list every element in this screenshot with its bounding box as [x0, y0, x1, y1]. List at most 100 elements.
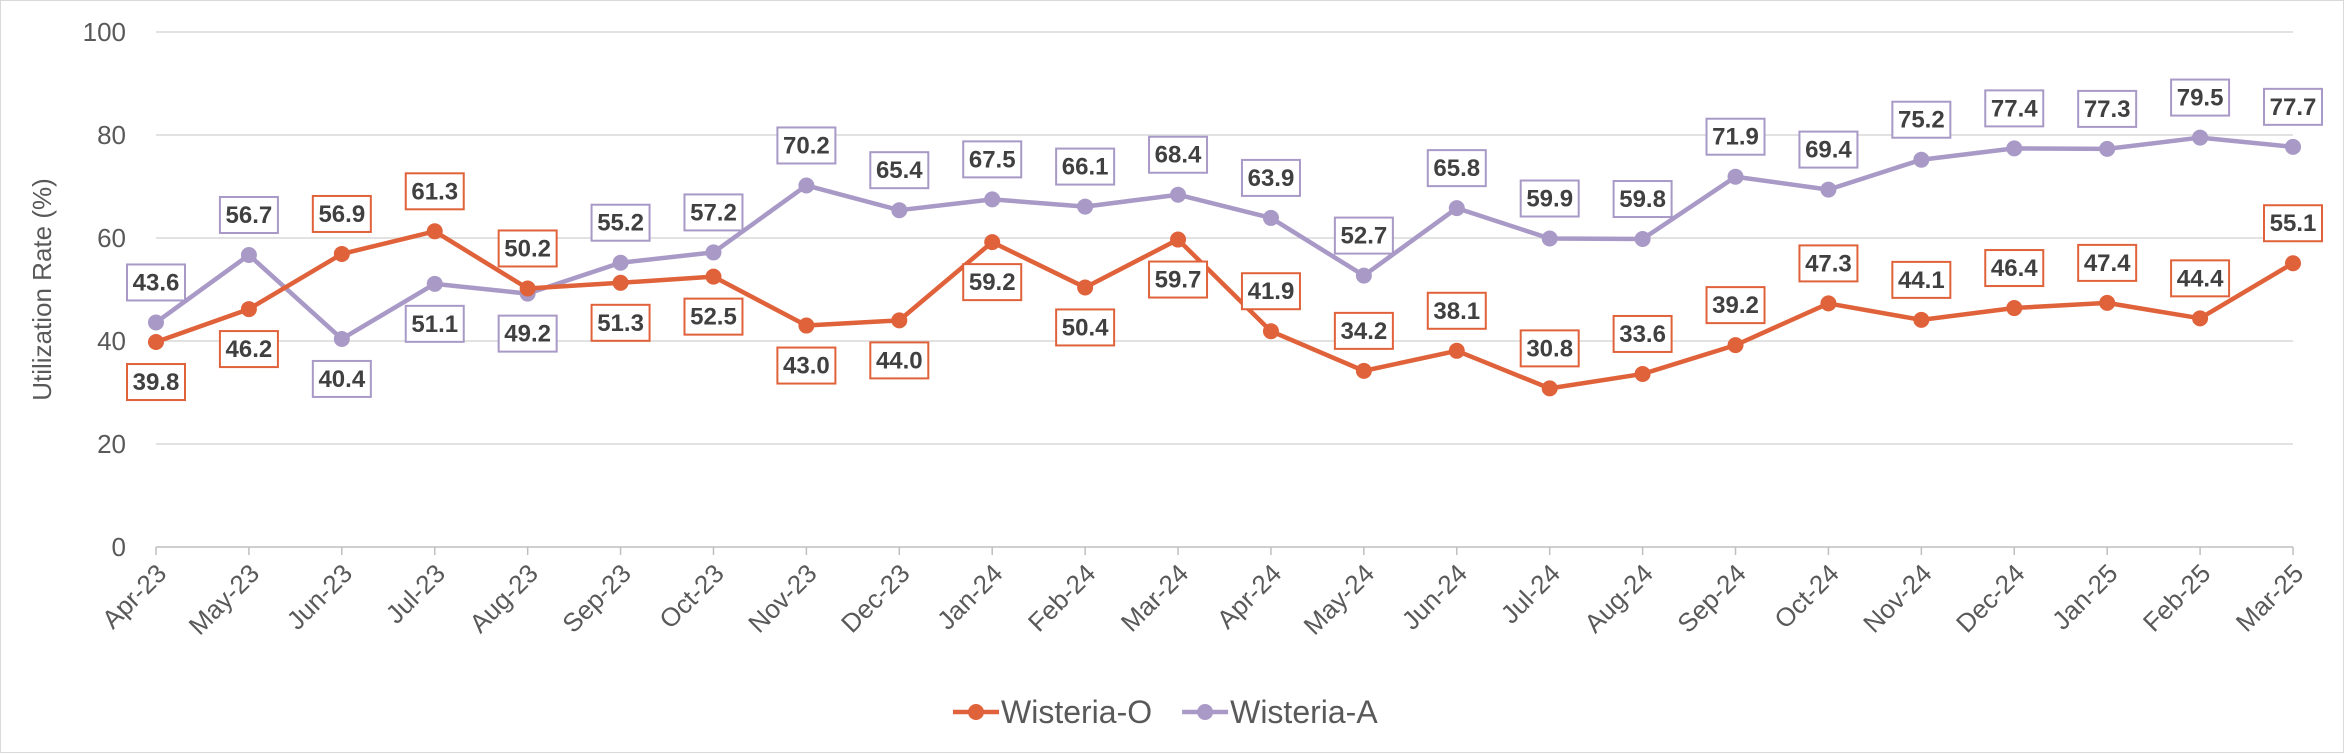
data-label-box [1333, 216, 1394, 255]
data-point [891, 312, 908, 329]
data-label: 77.3 [2077, 89, 2138, 128]
data-label: 41.9 [1240, 272, 1301, 311]
data-label: 56.9 [311, 194, 372, 233]
data-label-text: 50.2 [504, 235, 551, 262]
data-point [1077, 279, 1094, 296]
data-point [612, 254, 629, 271]
data-label: 59.9 [1519, 179, 1580, 218]
data-label: 33.6 [1612, 314, 1673, 353]
data-label: 55.2 [590, 203, 651, 242]
data-point [1727, 168, 1744, 185]
legend-marker [1197, 704, 1214, 720]
data-point [426, 223, 443, 240]
data-label-box [1426, 291, 1487, 330]
data-label: 39.2 [1705, 286, 1766, 325]
y-tick-label: 40 [97, 326, 126, 356]
data-label-box [311, 359, 372, 398]
data-label-box [497, 229, 558, 268]
data-label: 52.7 [1333, 216, 1394, 255]
data-label-text: 68.4 [1155, 142, 1202, 169]
y-axis-title: Utilization Rate (%) [27, 178, 57, 401]
data-point [2285, 138, 2301, 155]
data-label-text: 50.4 [1062, 314, 1109, 341]
data-label: 65.8 [1426, 149, 1487, 188]
data-label: 59.7 [1148, 260, 1209, 299]
data-label-box [962, 140, 1023, 179]
data-label: 44.1 [1891, 260, 1952, 299]
data-label-box [1426, 149, 1487, 188]
data-label-box [1612, 180, 1673, 219]
data-label-box [1705, 286, 1766, 325]
legend: Wisteria-O Wisteria-A [953, 694, 1378, 730]
data-point [984, 234, 1001, 251]
data-point [240, 246, 257, 263]
data-label: 67.5 [962, 140, 1023, 179]
data-label: 57.2 [683, 193, 744, 232]
x-tick-label: Apr-23 [96, 558, 172, 634]
x-tick-label: Nov-23 [742, 558, 822, 638]
data-label-box [1705, 117, 1766, 156]
data-label: 51.1 [404, 304, 465, 343]
data-label: 55.1 [2263, 204, 2323, 243]
data-label-text: 65.4 [876, 157, 923, 184]
data-label-box [590, 303, 651, 342]
data-label-box [1240, 272, 1301, 311]
data-label-box [1612, 314, 1673, 353]
data-point [1541, 230, 1558, 247]
data-label: 40.4 [311, 359, 372, 398]
x-tick-label: Nov-24 [1857, 558, 1937, 638]
data-label-box [311, 194, 372, 233]
data-point [2099, 140, 2116, 157]
data-label: 34.2 [1333, 311, 1394, 350]
data-label-text: 51.1 [411, 311, 458, 338]
data-label: 52.5 [683, 297, 744, 336]
data-label-box [1148, 135, 1209, 174]
data-point [984, 191, 1001, 208]
legend-item: Wisteria-A [1182, 694, 1378, 730]
data-label-text: 44.1 [1898, 267, 1945, 294]
data-point [1634, 365, 1651, 382]
data-point [1913, 151, 1930, 168]
data-point [1355, 267, 1372, 284]
data-point [519, 280, 536, 297]
data-label-box [2263, 204, 2323, 243]
data-label-text: 77.7 [2270, 94, 2317, 121]
x-tick-label: Jun-24 [1396, 558, 1473, 635]
data-label-box [962, 263, 1023, 302]
data-label-text: 41.9 [1248, 278, 1295, 305]
data-label-box [683, 297, 744, 336]
x-axis: Apr-23 May-23 Jun-23 Jul-23 Aug-23 Sep-23 Oct-… [96, 547, 2309, 641]
data-label-text: 52.7 [1341, 223, 1388, 250]
data-label-text: 70.2 [783, 132, 830, 159]
data-label-box [126, 263, 186, 302]
data-point [798, 317, 815, 334]
data-label-box [1891, 100, 1952, 139]
data-label: 47.4 [2077, 243, 2138, 282]
data-label: 71.9 [1705, 117, 1766, 156]
x-tick-label: Mar-24 [1115, 558, 1194, 637]
data-label-text: 52.5 [690, 304, 737, 331]
data-point [612, 274, 629, 291]
series-line [154, 135, 2294, 342]
data-label-text: 43.0 [783, 353, 830, 380]
data-point [705, 268, 722, 285]
data-label-text: 49.2 [504, 321, 551, 348]
x-tick-label: Oct-24 [1768, 558, 1844, 634]
data-label-box [218, 330, 279, 369]
data-label-text: 75.2 [1898, 107, 1945, 134]
data-label-text: 77.4 [1991, 95, 2038, 122]
x-tick-label: Aug-24 [1578, 558, 1658, 638]
x-tick-label: Feb-25 [2137, 558, 2216, 637]
legend-item: Wisteria-O [953, 694, 1152, 730]
data-label-box [776, 126, 837, 165]
data-label-box [1519, 329, 1580, 368]
data-label: 44.4 [2170, 259, 2231, 298]
data-point [1448, 200, 1465, 217]
data-label-box [869, 151, 930, 190]
data-label: 39.8 [126, 363, 186, 402]
data-label-text: 46.4 [1991, 255, 2038, 282]
x-tick-label: Jul-24 [1495, 558, 1566, 629]
data-label-box [776, 346, 837, 385]
series-wisteria-o [148, 223, 2301, 397]
